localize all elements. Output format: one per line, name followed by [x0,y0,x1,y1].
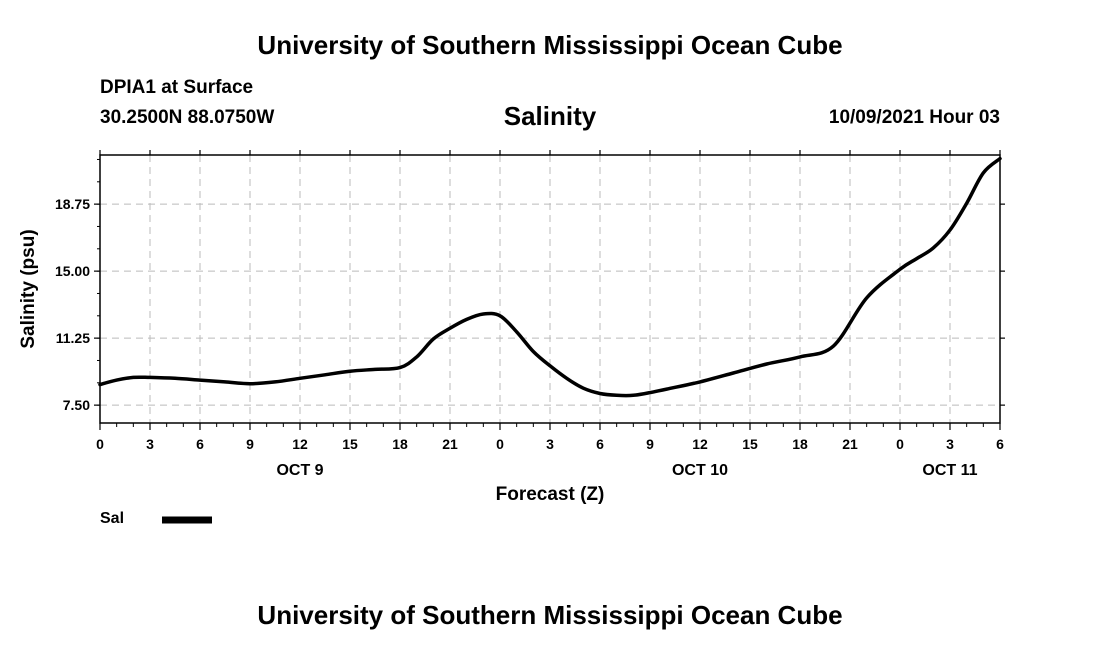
x-tick-label: 21 [842,436,858,452]
axis-ticks [94,150,1005,430]
x-tick-label: 18 [392,436,408,452]
x-tick-label: 12 [292,436,308,452]
x-tick-label: 15 [342,436,358,452]
x-tick-label: 15 [742,436,758,452]
grid-lines [100,155,1000,423]
chart-title: Salinity [503,101,597,131]
x-tick-label: 0 [96,436,104,452]
y-tick-label: 11.25 [56,330,90,346]
x-tick-label: 18 [792,436,808,452]
datetime-label: 10/09/2021 Hour 03 [828,107,1000,128]
x-tick-label: 6 [196,436,204,452]
y-tick-label: 7.50 [63,397,90,413]
y-axis-title: Salinity (psu) [18,229,39,348]
day-label: OCT 9 [276,462,323,479]
bottom-title: University of Southern Mississippi Ocean… [257,600,843,630]
x-tick-label: 3 [946,436,954,452]
x-axis-title: Forecast (Z) [496,484,605,505]
axis-labels: 0 3 6 9 12 15 18 21 0 3 6 9 12 15 18 21 0 3 6 OCT 9 OCT 10 OC… [55,196,1004,479]
top-title: University of Southern Mississippi Ocean… [257,30,843,60]
coordinates-label: 30.2500N 88.0750W [100,107,275,128]
x-tick-label: 6 [996,436,1004,452]
x-tick-label: 12 [692,436,708,452]
y-tick-label: 15.00 [55,263,90,279]
x-tick-label: 0 [496,436,504,452]
x-tick-label: 9 [646,436,654,452]
x-tick-label: 3 [146,436,154,452]
x-tick-label: 0 [896,436,904,452]
station-label: DPIA1 at Surface [100,77,254,98]
x-tick-label: 6 [596,436,604,452]
x-tick-label: 21 [442,436,458,452]
legend-label-sal: Sal [100,510,125,527]
day-label: OCT 11 [922,462,977,479]
series-line-sal [98,156,1002,398]
x-tick-label: 3 [546,436,554,452]
day-label: OCT 10 [672,462,728,479]
y-tick-label: 18.75 [55,196,90,212]
x-tick-label: 9 [246,436,254,452]
